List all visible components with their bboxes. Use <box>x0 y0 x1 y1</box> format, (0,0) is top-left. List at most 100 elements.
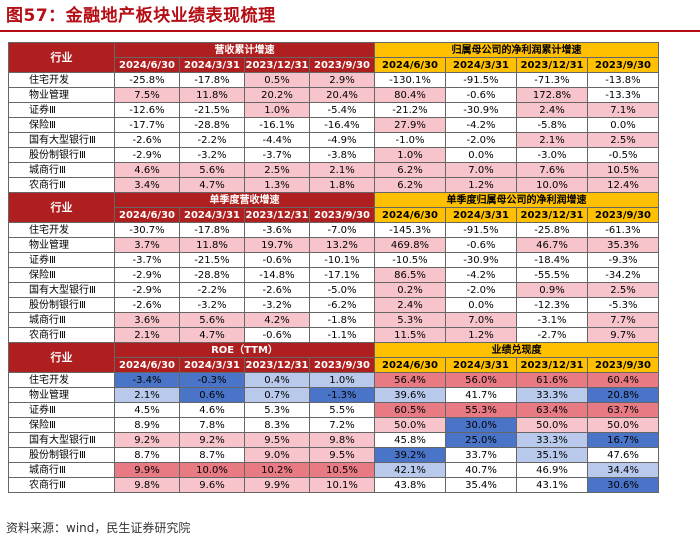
value-cell: 11.8% <box>179 87 245 103</box>
value-cell: 86.5% <box>374 267 446 283</box>
value-cell: 27.9% <box>374 117 446 133</box>
group-header-right: 业绩兑现度 <box>374 342 659 358</box>
value-cell: -5.0% <box>309 282 375 298</box>
table-row: 证券Ⅲ 4.5% 4.6% 5.3% 5.5% 60.5% 55.3% 63.4% 63.7% <box>8 402 659 418</box>
value-cell: 1.0% <box>374 147 446 163</box>
value-cell: -28.8% <box>179 267 245 283</box>
value-cell: -2.7% <box>516 327 588 343</box>
value-cell: -16.1% <box>244 117 310 133</box>
value-cell: 8.9% <box>114 417 180 433</box>
value-cell: -3.7% <box>244 147 310 163</box>
date-header: 2023/9/30 <box>309 57 375 73</box>
value-cell: 2.1% <box>114 327 180 343</box>
value-cell: 7.2% <box>309 417 375 433</box>
value-cell: 9.5% <box>309 447 375 463</box>
value-cell: 50.0% <box>374 417 446 433</box>
value-cell: -21.5% <box>179 102 245 118</box>
value-cell: 30.0% <box>445 417 517 433</box>
header-industry: 行业 <box>8 192 115 223</box>
industry-label: 物业管理 <box>8 87 115 103</box>
value-cell: 5.6% <box>179 162 245 178</box>
value-cell: -3.8% <box>309 147 375 163</box>
value-cell: 9.7% <box>587 327 659 343</box>
industry-label: 农商行Ⅲ <box>8 177 115 193</box>
date-header: 2024/3/31 <box>179 207 245 223</box>
value-cell: 0.9% <box>516 282 588 298</box>
table-row: 住宅开发 -3.4% -0.3% 0.4% 1.0% 56.4% 56.0% 61.6% 60.… <box>8 372 659 388</box>
value-cell: -91.5% <box>445 72 517 88</box>
value-cell: 5.3% <box>374 312 446 328</box>
value-cell: -10.5% <box>374 252 446 268</box>
value-cell: 7.8% <box>179 417 245 433</box>
value-cell: -16.4% <box>309 117 375 133</box>
value-cell: 45.8% <box>374 432 446 448</box>
value-cell: 5.3% <box>244 402 310 418</box>
date-header: 2024/6/30 <box>114 207 180 223</box>
industry-label: 国有大型银行Ⅲ <box>8 282 115 298</box>
value-cell: 60.5% <box>374 402 446 418</box>
value-cell: 50.0% <box>516 417 588 433</box>
value-cell: -2.9% <box>114 147 180 163</box>
value-cell: 1.2% <box>445 327 517 343</box>
value-cell: -55.5% <box>516 267 588 283</box>
table-row: 物业管理 2.1% 0.6% 0.7% -1.3% 39.6% 41.7% 33.3% 20.8… <box>8 387 659 403</box>
value-cell: 35.1% <box>516 447 588 463</box>
value-cell: 10.5% <box>309 462 375 478</box>
industry-label: 物业管理 <box>8 387 115 403</box>
value-cell: 55.3% <box>445 402 517 418</box>
value-cell: -0.6% <box>244 327 310 343</box>
industry-label: 保险Ⅲ <box>8 117 115 133</box>
date-header: 2024/3/31 <box>445 207 517 223</box>
header-industry: 行业 <box>8 342 115 373</box>
table-row: 城商行Ⅲ 9.9% 10.0% 10.2% 10.5% 42.1% 40.7% 46.9% 34… <box>8 462 659 478</box>
value-cell: -7.0% <box>309 222 375 238</box>
title-divider <box>0 30 700 32</box>
value-cell: 63.4% <box>516 402 588 418</box>
value-cell: -1.1% <box>309 327 375 343</box>
value-cell: 50.0% <box>587 417 659 433</box>
value-cell: -17.8% <box>179 222 245 238</box>
value-cell: -2.9% <box>114 282 180 298</box>
value-cell: 2.1% <box>516 132 588 148</box>
value-cell: 46.7% <box>516 237 588 253</box>
table-row: 国有大型银行Ⅲ -2.9% -2.2% -2.6% -5.0% 0.2% -2.0% 0.9%… <box>8 282 659 298</box>
value-cell: 8.7% <box>114 447 180 463</box>
value-cell: -3.2% <box>244 297 310 313</box>
date-header: 2024/6/30 <box>374 57 446 73</box>
date-header: 2023/12/31 <box>516 207 588 223</box>
table-row: 保险Ⅲ -2.9% -28.8% -14.8% -17.1% 86.5% -4.2% -55.… <box>8 267 659 283</box>
value-cell: 42.1% <box>374 462 446 478</box>
value-cell: -17.8% <box>179 72 245 88</box>
value-cell: 33.7% <box>445 447 517 463</box>
date-header: 2023/12/31 <box>244 207 310 223</box>
value-cell: 9.6% <box>179 477 245 493</box>
industry-label: 住宅开发 <box>8 222 115 238</box>
value-cell: -0.6% <box>445 237 517 253</box>
value-cell: 2.5% <box>587 282 659 298</box>
industry-label: 证券Ⅲ <box>8 252 115 268</box>
value-cell: 7.1% <box>587 102 659 118</box>
value-cell: -21.5% <box>179 252 245 268</box>
date-header: 2023/12/31 <box>516 357 588 373</box>
group-header-right: 归属母公司的净利润累计增速 <box>374 42 659 58</box>
value-cell: 4.2% <box>244 312 310 328</box>
industry-label: 城商行Ⅲ <box>8 462 115 478</box>
value-cell: -30.9% <box>445 252 517 268</box>
value-cell: 9.2% <box>179 432 245 448</box>
industry-label: 国有大型银行Ⅲ <box>8 132 115 148</box>
value-cell: 40.7% <box>445 462 517 478</box>
value-cell: -0.5% <box>587 147 659 163</box>
value-cell: 5.6% <box>179 312 245 328</box>
value-cell: 4.5% <box>114 402 180 418</box>
value-cell: -28.8% <box>179 117 245 133</box>
value-cell: -2.9% <box>114 267 180 283</box>
value-cell: -25.8% <box>114 72 180 88</box>
date-header: 2023/9/30 <box>309 207 375 223</box>
value-cell: -13.8% <box>587 72 659 88</box>
value-cell: 4.7% <box>179 177 245 193</box>
value-cell: 0.7% <box>244 387 310 403</box>
value-cell: 33.3% <box>516 432 588 448</box>
value-cell: -2.2% <box>179 132 245 148</box>
value-cell: -0.6% <box>445 87 517 103</box>
date-header: 2024/6/30 <box>374 207 446 223</box>
